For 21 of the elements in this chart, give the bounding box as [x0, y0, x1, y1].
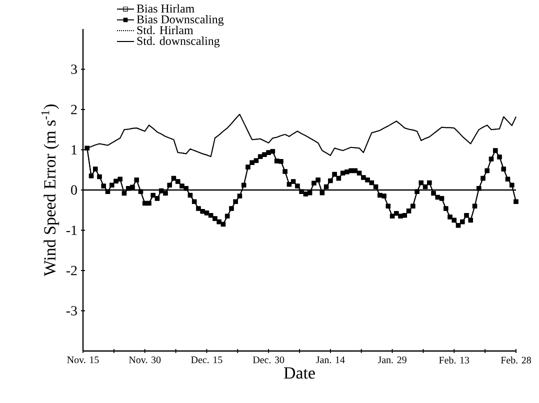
legend-label: Bias Hirlam	[136, 4, 194, 13]
legend-label: Std. downscaling	[137, 36, 220, 48]
x-tick-label: Jan. 29	[378, 356, 406, 364]
x-tick-label: Dec. 30	[252, 356, 284, 364]
x-tick-label: Nov. 30	[128, 356, 161, 364]
y-tick-label: 1	[72, 145, 77, 154]
x-tick-label: Nov. 15	[67, 356, 99, 364]
y-tick-label: 0	[71, 185, 77, 195]
x-tick-label: Feb. 28	[500, 356, 531, 364]
y-tick-label: -1	[66, 226, 77, 235]
x-tick-label: Feb. 13	[439, 356, 470, 364]
y-axis-title: Wind Speed Error (m s$^{-1}$)	[41, 104, 60, 276]
legend-label: Bias Downscaling	[136, 14, 224, 26]
y-tick-label: 3	[71, 64, 77, 74]
y-tick-label: -3	[66, 306, 77, 316]
y-tick-label: -2	[66, 266, 77, 276]
x-tick-label: Dec. 15	[191, 356, 222, 364]
y-tick-label: 2	[71, 104, 77, 114]
x-axis-title: Date	[284, 367, 315, 379]
legend-label: Std. Hirlam	[137, 26, 194, 34]
x-tick-label: Jan. 14	[316, 356, 345, 364]
